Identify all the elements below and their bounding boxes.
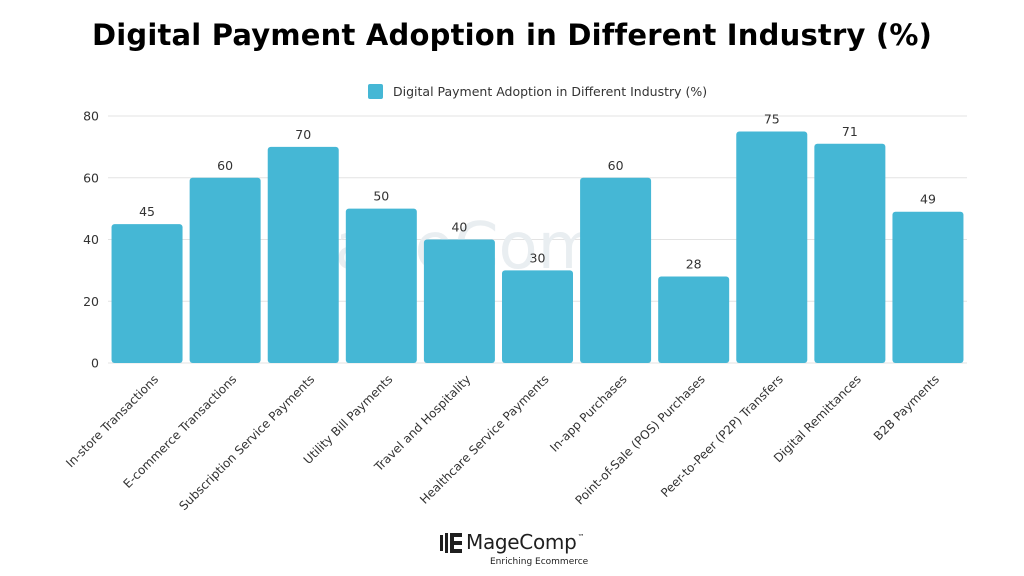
x-tick-label: In-app Purchases	[547, 372, 629, 454]
bar	[345, 208, 417, 363]
data-label: 45	[139, 204, 155, 219]
logo-trademark: ™	[577, 533, 585, 541]
data-label: 71	[842, 124, 858, 139]
magecomp-logo-icon	[440, 533, 462, 553]
bars	[111, 131, 964, 363]
x-tick-label: B2B Payments	[871, 372, 942, 443]
logo-name: MageComp™	[466, 530, 584, 554]
logo-name-text: MageComp	[466, 530, 577, 554]
data-label: 60	[217, 158, 233, 173]
y-tick-label: 20	[83, 294, 99, 309]
legend-swatch	[368, 83, 383, 99]
x-tick-label: Digital Remittances	[771, 372, 864, 465]
x-tick-label: Peer-to-Peer (P2P) Transfers	[658, 372, 786, 500]
y-tick-label: 40	[83, 232, 99, 247]
x-tick-label: Subscription Service Payments	[176, 372, 317, 513]
bar	[658, 276, 730, 363]
logo-tagline: Enriching Ecommerce	[490, 557, 589, 567]
magecomp-logo: MageComp™ Enriching Ecommerce	[440, 530, 590, 570]
bar	[892, 211, 964, 363]
data-label: 50	[373, 189, 389, 204]
bar	[814, 143, 886, 363]
bar	[502, 270, 573, 363]
y-tick-label: 0	[91, 356, 99, 371]
legend-label: Digital Payment Adoption in Different In…	[393, 83, 708, 99]
bar	[736, 131, 808, 363]
data-label: 75	[764, 111, 780, 126]
data-label: 60	[608, 158, 624, 173]
data-labels: 45 60 70 50 40 30 60 28 75 71 49	[139, 111, 936, 271]
x-tick-label: Point-of-Sale (POS) Purchases	[573, 372, 708, 507]
data-label: 30	[530, 250, 546, 265]
bar	[189, 177, 261, 363]
bar	[580, 177, 652, 363]
data-label: 49	[920, 192, 936, 207]
bar	[423, 239, 495, 363]
data-label: 28	[686, 257, 702, 272]
chart-legend: Digital Payment Adoption in Different In…	[368, 82, 707, 100]
bar	[111, 224, 183, 363]
bar	[267, 146, 339, 363]
y-tick-label: 60	[83, 170, 99, 185]
x-tick-label: Healthcare Service Payments	[417, 372, 551, 506]
data-label: 40	[451, 220, 467, 235]
x-tick-label: Utility Bill Payments	[301, 372, 396, 467]
data-label: 70	[295, 127, 311, 142]
y-axis-ticks: 0 20 40 60 80	[83, 109, 99, 371]
y-tick-label: 80	[83, 109, 99, 124]
chart-title: Digital Payment Adoption in Different In…	[91, 18, 933, 52]
